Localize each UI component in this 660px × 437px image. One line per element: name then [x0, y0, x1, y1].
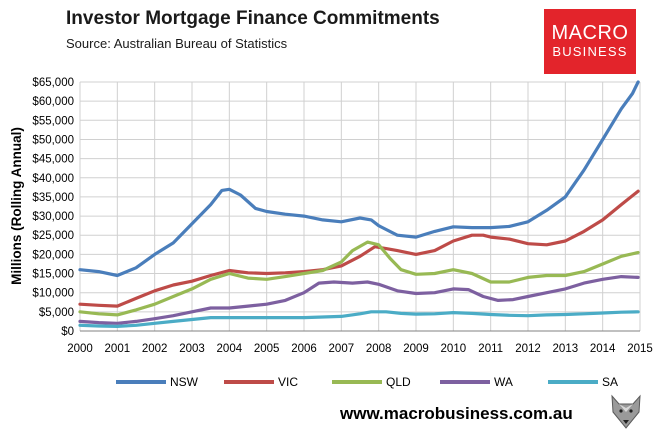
data-series [78, 80, 640, 328]
chart-title: Investor Mortgage Finance Commitments [66, 8, 440, 29]
x-tick-label: 2008 [366, 343, 392, 355]
logo-line1: MACRO [551, 22, 629, 44]
chart-subtitle: Source: Australian Bureau of Statistics [66, 36, 288, 51]
x-tick-label: 2002 [142, 343, 168, 355]
series-line-nsw [78, 80, 640, 278]
legend-label-sa: SA [602, 375, 618, 389]
x-tick-label: 2009 [403, 343, 429, 355]
y-axis-ticks: $0 $5,000 $10,000 $15,000 $20,000 $25,000 $30,… [32, 77, 74, 338]
y-tick-label: $35,000 [32, 192, 74, 204]
y-tick-label: $60,000 [32, 96, 74, 108]
y-tick-label: $5,000 [39, 307, 74, 319]
x-tick-label: 2013 [553, 343, 579, 355]
y-tick-label: $45,000 [32, 154, 74, 166]
series-line-vic [78, 189, 640, 308]
y-tick-label: $25,000 [32, 230, 74, 242]
y-tick-label: $0 [61, 326, 74, 338]
x-tick-label: 2007 [329, 343, 355, 355]
x-tick-label: 2006 [291, 343, 317, 355]
logo-line2: BUSINESS [552, 44, 628, 59]
y-tick-label: $50,000 [32, 134, 74, 146]
x-tick-label: 2001 [105, 343, 131, 355]
y-axis-label: Millions (Rolling Annual) [9, 127, 24, 285]
y-tick-label: $40,000 [32, 173, 74, 185]
x-tick-label: 2014 [590, 343, 616, 355]
legend-label-qld: QLD [386, 375, 411, 389]
x-tick-label: 2011 [478, 343, 503, 355]
x-tick-label: 2010 [441, 343, 467, 355]
legend-label-nsw: NSW [170, 375, 199, 389]
series-line-wa [78, 275, 640, 325]
y-tick-label: $15,000 [32, 269, 74, 281]
y-tick-label: $20,000 [32, 249, 74, 261]
x-tick-label: 2005 [254, 343, 280, 355]
grid-lines [79, 81, 641, 332]
x-tick-label: 2015 [627, 343, 653, 355]
wolf-head-icon [611, 394, 641, 429]
y-tick-label: $10,000 [32, 288, 74, 300]
series-line-sa [78, 310, 640, 328]
legend-label-vic: VIC [278, 375, 298, 389]
series-line-qld [78, 240, 640, 317]
legend-label-wa: WA [494, 375, 513, 389]
x-axis-ticks: 2000 2001 2002 2003 2004 2005 2006 2007 2008 2009… [67, 343, 653, 355]
macrobusiness-logo: MACRO BUSINESS [544, 9, 636, 74]
y-tick-label: $55,000 [32, 115, 74, 127]
x-tick-label: 2000 [67, 343, 93, 355]
x-tick-label: 2003 [179, 343, 205, 355]
legend: NSW VIC QLD WA SA [116, 375, 618, 389]
x-tick-label: 2012 [515, 343, 541, 355]
x-tick-label: 2004 [217, 343, 243, 355]
y-tick-label: $30,000 [32, 211, 74, 223]
y-tick-label: $65,000 [32, 77, 74, 89]
website-url: www.macrobusiness.com.au [340, 404, 573, 423]
